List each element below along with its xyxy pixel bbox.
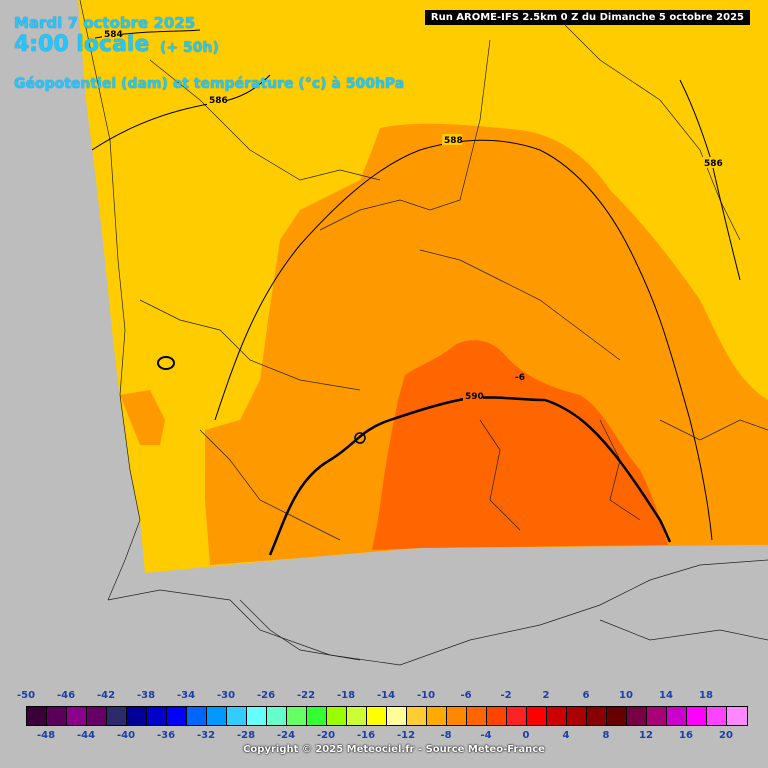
label-586-west: 586 bbox=[209, 96, 228, 106]
legend-color-cell bbox=[287, 707, 307, 725]
legend-tick-label: -2 bbox=[500, 690, 512, 701]
legend-tick-label: -12 bbox=[396, 730, 416, 741]
legend-color-cell bbox=[107, 707, 127, 725]
legend-color-cell bbox=[407, 707, 427, 725]
legend-tick-label: 4 bbox=[562, 730, 570, 741]
contour-labels: 584 586 586 588 590 -6 bbox=[102, 28, 723, 402]
forecast-date: Mardi 7 octobre 2025 bbox=[14, 14, 196, 32]
legend-color-cell bbox=[247, 707, 267, 725]
legend-color-cell bbox=[227, 707, 247, 725]
legend-color-cell bbox=[627, 707, 647, 725]
legend-color-cell bbox=[587, 707, 607, 725]
legend-tick-label: -14 bbox=[376, 690, 396, 701]
legend-color-cell bbox=[267, 707, 287, 725]
legend-color-cell bbox=[27, 707, 47, 725]
legend-color-cell bbox=[727, 707, 747, 725]
legend-color-cell bbox=[607, 707, 627, 725]
legend-tick-label: -40 bbox=[116, 730, 136, 741]
isohypse-588 bbox=[214, 139, 713, 541]
legend-color-cell bbox=[647, 707, 667, 725]
legend-tick-label: -28 bbox=[236, 730, 256, 741]
legend-color-cell bbox=[547, 707, 567, 725]
copyright-notice: Copyright © 2025 Meteociel.fr - Source M… bbox=[243, 744, 545, 755]
temperature-legend: -50 -46 -42 -38 -34 -30 -26 -22 -18 -14 -10 -6 -2 2 6 1… bbox=[0, 688, 768, 768]
country-borders bbox=[79, 0, 768, 666]
legend-color-cell bbox=[367, 707, 387, 725]
closed-contour-north bbox=[157, 356, 175, 370]
legend-color-cell bbox=[467, 707, 487, 725]
label-586-east: 586 bbox=[704, 159, 723, 169]
legend-color-cell bbox=[167, 707, 187, 725]
legend-color-cell bbox=[687, 707, 707, 725]
label-temp-minus6: -6 bbox=[515, 373, 525, 383]
legend-color-cell bbox=[327, 707, 347, 725]
legend-color-cell bbox=[427, 707, 447, 725]
legend-color-cell bbox=[307, 707, 327, 725]
legend-tick-label: 10 bbox=[619, 690, 633, 701]
legend-tick-label: -24 bbox=[276, 730, 296, 741]
legend-tick-label: 18 bbox=[699, 690, 713, 701]
legend-color-cell bbox=[127, 707, 147, 725]
legend-tick-label: 8 bbox=[602, 730, 610, 741]
label-590: 590 bbox=[465, 392, 484, 402]
legend-tick-label: 12 bbox=[639, 730, 653, 741]
map-parameter-title: Géopotentiel (dam) et température (°c) à… bbox=[14, 76, 405, 92]
legend-tick-label: -38 bbox=[136, 690, 156, 701]
legend-tick-label: -20 bbox=[316, 730, 336, 741]
temp-zone-dark-orange bbox=[372, 340, 668, 550]
legend-color-cell bbox=[147, 707, 167, 725]
legend-tick-label: -10 bbox=[416, 690, 436, 701]
legend-tick-label: -36 bbox=[156, 730, 176, 741]
legend-tick-label: -50 bbox=[16, 690, 36, 701]
legend-tick-label: 6 bbox=[582, 690, 590, 701]
legend-color-cell bbox=[207, 707, 227, 725]
legend-tick-label: 16 bbox=[679, 730, 693, 741]
legend-tick-label: -46 bbox=[56, 690, 76, 701]
legend-tick-label: -22 bbox=[296, 690, 316, 701]
legend-tick-label: -18 bbox=[336, 690, 356, 701]
run-info-banner: Run AROME-IFS 2.5km 0 Z du Dimanche 5 oc… bbox=[424, 10, 750, 25]
legend-color-cell bbox=[507, 707, 527, 725]
label-584: 584 bbox=[104, 30, 123, 40]
legend-color-cell bbox=[567, 707, 587, 725]
legend-color-cell bbox=[47, 707, 67, 725]
legend-tick-label: -34 bbox=[176, 690, 196, 701]
legend-color-scale bbox=[26, 706, 748, 726]
legend-tick-label: 2 bbox=[542, 690, 550, 701]
legend-tick-label: -26 bbox=[256, 690, 276, 701]
legend-color-cell bbox=[527, 707, 547, 725]
legend-tick-label: -42 bbox=[96, 690, 116, 701]
legend-tick-label: -8 bbox=[440, 730, 452, 741]
isohypse-590 bbox=[268, 396, 672, 556]
legend-color-cell bbox=[447, 707, 467, 725]
legend-color-cell bbox=[67, 707, 87, 725]
legend-color-cell bbox=[187, 707, 207, 725]
legend-color-cell bbox=[487, 707, 507, 725]
legend-color-cell bbox=[347, 707, 367, 725]
temp-zone-orange-west bbox=[120, 390, 165, 445]
legend-tick-label: -48 bbox=[36, 730, 56, 741]
forecast-local-time: 4:00 locale bbox=[14, 32, 150, 57]
legend-color-cell bbox=[387, 707, 407, 725]
legend-tick-label: -32 bbox=[196, 730, 216, 741]
isohypse-590-closed-loop bbox=[354, 432, 366, 444]
legend-tick-label: 20 bbox=[719, 730, 733, 741]
legend-tick-label: -16 bbox=[356, 730, 376, 741]
legend-tick-label: -4 bbox=[480, 730, 492, 741]
legend-color-cell bbox=[667, 707, 687, 725]
legend-tick-label: -30 bbox=[216, 690, 236, 701]
legend-color-cell bbox=[707, 707, 727, 725]
label-588: 588 bbox=[444, 136, 463, 146]
legend-tick-label: -6 bbox=[460, 690, 472, 701]
legend-tick-label: 14 bbox=[659, 690, 673, 701]
legend-color-cell bbox=[87, 707, 107, 725]
legend-tick-label: 0 bbox=[522, 730, 530, 741]
forecast-lead-time: (+ 50h) bbox=[160, 40, 219, 56]
legend-tick-label: -44 bbox=[76, 730, 96, 741]
